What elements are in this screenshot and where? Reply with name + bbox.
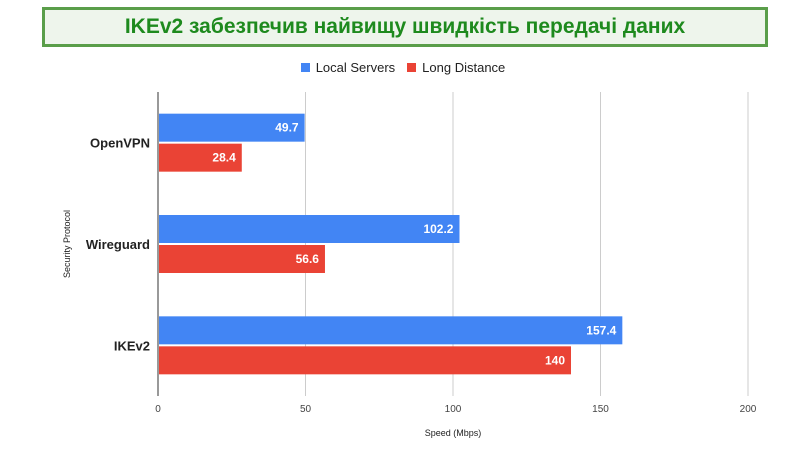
x-tick-label: 100 (445, 404, 462, 415)
data-label: 28.4 (212, 151, 236, 165)
x-tick-label: 50 (300, 404, 312, 415)
legend-item-long: Long Distance (407, 60, 505, 75)
y-axis-title: Security Protocol (62, 210, 72, 278)
legend-label-long: Long Distance (422, 60, 506, 75)
category-label: IKEv2 (114, 338, 150, 353)
data-label: 49.7 (275, 121, 299, 135)
legend: Local Servers Long Distance (0, 60, 806, 75)
legend-label-local: Local Servers (315, 60, 396, 75)
chart-title: IKEv2 забезпечив найвищу швидкість перед… (124, 15, 686, 38)
bar (159, 113, 305, 142)
data-label: 102.2 (423, 222, 453, 236)
data-label: 157.4 (586, 323, 616, 337)
bar (159, 143, 242, 172)
x-tick-label: 150 (592, 404, 609, 415)
bar (159, 316, 623, 345)
legend-item-local: Local Servers (300, 60, 396, 75)
legend-swatch-local (300, 63, 310, 72)
legend-swatch-long (407, 63, 417, 72)
x-axis-title: Speed (Mbps) (425, 428, 482, 438)
bar (159, 215, 460, 243)
bar (159, 346, 571, 375)
chart-title-banner: IKEv2 забезпечив найвищу швидкість перед… (42, 7, 768, 47)
category-label: OpenVPN (90, 136, 150, 151)
data-label: 140 (545, 353, 565, 367)
data-label: 56.6 (296, 252, 320, 266)
category-label: Wireguard (86, 237, 150, 252)
bar (159, 245, 325, 273)
x-tick-label: 0 (155, 404, 161, 415)
x-tick-label: 200 (740, 404, 757, 415)
